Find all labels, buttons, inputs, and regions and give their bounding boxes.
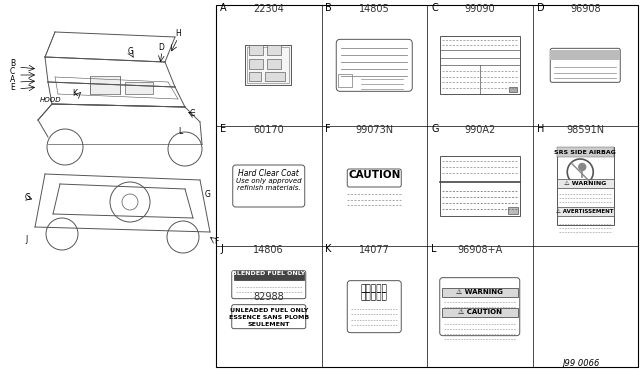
- Text: J99 0066: J99 0066: [563, 359, 600, 368]
- FancyBboxPatch shape: [232, 271, 306, 299]
- Bar: [508, 207, 518, 214]
- Text: A: A: [10, 75, 15, 84]
- Text: 98591N: 98591N: [566, 125, 604, 135]
- Text: あけるな。: あけるな。: [361, 293, 388, 302]
- Bar: [234, 271, 304, 280]
- Text: 99073N: 99073N: [355, 125, 394, 135]
- Text: 14805: 14805: [359, 4, 390, 14]
- Bar: [550, 50, 620, 60]
- Text: 96908: 96908: [570, 4, 600, 14]
- Text: 99090: 99090: [465, 4, 495, 14]
- Text: K: K: [326, 244, 332, 254]
- Bar: [557, 207, 614, 216]
- Text: A: A: [220, 3, 227, 13]
- Text: H: H: [175, 29, 180, 38]
- Text: D: D: [536, 3, 544, 13]
- Text: 開けるな。: 開けるな。: [361, 285, 388, 294]
- Text: G: G: [431, 124, 438, 134]
- FancyBboxPatch shape: [232, 305, 306, 329]
- Bar: [442, 308, 518, 317]
- Text: SEULEMENT: SEULEMENT: [248, 322, 290, 327]
- Text: UNLEADED FUEL ONLY: UNLEADED FUEL ONLY: [230, 308, 308, 313]
- Text: ⚠ CAUTION: ⚠ CAUTION: [458, 309, 502, 315]
- Text: SRS SIDE AIRBAG: SRS SIDE AIRBAG: [554, 150, 616, 154]
- Bar: [557, 147, 614, 157]
- Bar: [247, 47, 289, 83]
- Text: G: G: [128, 47, 134, 56]
- Bar: [216, 5, 638, 367]
- Text: refinish materials.: refinish materials.: [237, 185, 301, 191]
- Bar: [509, 87, 516, 92]
- Text: C: C: [190, 109, 195, 118]
- Text: C: C: [431, 3, 438, 13]
- Bar: [125, 82, 153, 94]
- Text: K: K: [72, 89, 77, 98]
- Text: G: G: [25, 193, 31, 202]
- Bar: [244, 45, 291, 85]
- Text: 22304: 22304: [253, 4, 284, 14]
- Text: HOOD: HOOD: [40, 97, 61, 103]
- Text: L: L: [178, 127, 182, 136]
- Bar: [267, 59, 281, 69]
- Text: F: F: [326, 124, 331, 134]
- Text: BLENDED FUEL ONLY: BLENDED FUEL ONLY: [232, 271, 305, 276]
- Bar: [90, 76, 120, 94]
- Text: G: G: [205, 190, 211, 199]
- FancyBboxPatch shape: [336, 39, 412, 92]
- Text: E: E: [10, 83, 15, 92]
- Text: F: F: [214, 237, 218, 246]
- Text: L: L: [431, 244, 436, 254]
- Text: E: E: [220, 124, 226, 134]
- FancyBboxPatch shape: [348, 280, 401, 333]
- Bar: [440, 36, 520, 94]
- Bar: [265, 72, 285, 81]
- Text: 990A2: 990A2: [464, 125, 495, 135]
- Bar: [442, 288, 518, 296]
- Text: Use only approved: Use only approved: [236, 178, 301, 184]
- Circle shape: [579, 164, 586, 170]
- Bar: [339, 74, 352, 87]
- Text: 82988: 82988: [253, 292, 284, 302]
- Text: ⚠ WARNING: ⚠ WARNING: [456, 289, 503, 295]
- FancyBboxPatch shape: [440, 278, 520, 336]
- Text: D: D: [158, 43, 164, 52]
- Text: CAUTION: CAUTION: [348, 170, 401, 180]
- Bar: [557, 179, 614, 188]
- Bar: [249, 72, 260, 81]
- Bar: [557, 147, 614, 225]
- Text: Hard Clear Coat: Hard Clear Coat: [238, 169, 299, 178]
- Text: 96908+A: 96908+A: [457, 245, 502, 255]
- Text: 14077: 14077: [359, 245, 390, 255]
- Text: B: B: [10, 59, 15, 68]
- Bar: [440, 156, 520, 216]
- Bar: [249, 45, 263, 55]
- FancyBboxPatch shape: [233, 165, 305, 207]
- Text: J: J: [25, 235, 28, 244]
- Text: C: C: [10, 67, 15, 76]
- Text: ESSENCE SANS PLOMB: ESSENCE SANS PLOMB: [228, 315, 309, 320]
- FancyBboxPatch shape: [550, 48, 620, 82]
- Text: B: B: [326, 3, 332, 13]
- FancyBboxPatch shape: [348, 169, 401, 187]
- Bar: [249, 59, 263, 69]
- Text: J: J: [220, 244, 223, 254]
- Text: 14806: 14806: [253, 245, 284, 255]
- Text: ⚠ WARNING: ⚠ WARNING: [564, 181, 607, 186]
- Text: ⚠ AVERTISSEMENT: ⚠ AVERTISSEMENT: [557, 209, 614, 214]
- Text: H: H: [536, 124, 544, 134]
- Bar: [267, 45, 281, 55]
- Text: 60170: 60170: [253, 125, 284, 135]
